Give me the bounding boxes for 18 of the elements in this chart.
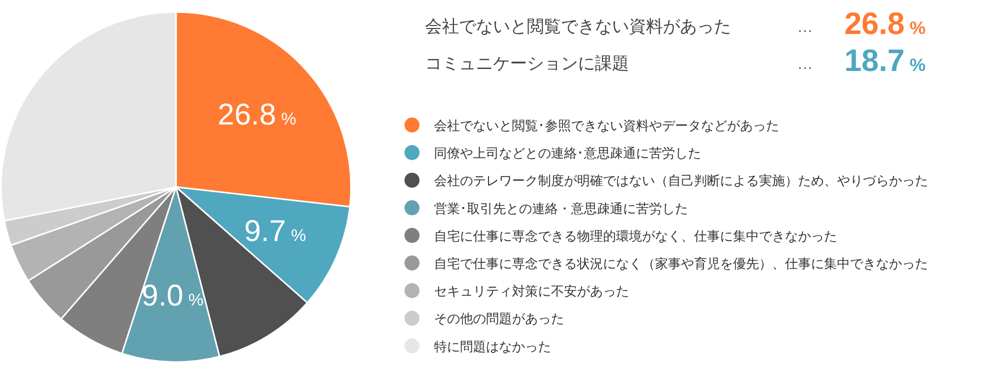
legend-label: 会社のテレワーク制度が明確ではない（自己判断による実施）ため、やりづらかった — [434, 173, 928, 188]
legend-label: その他の問題があった — [434, 311, 564, 326]
text: 26.8 % — [844, 6, 926, 41]
legend-label: 自宅で仕事に専念できる状況になく（家事や育児を優先）、仕事に集中できなかった — [434, 256, 928, 271]
data-label: 9.7 % — [244, 215, 306, 248]
text: 会社でないと閲覧できない資料があった — [425, 17, 731, 36]
legend-label: 会社でないと閲覧･参照できない資料やデータなどがあった — [434, 118, 779, 133]
legend-label: 同僚や上司などとの連絡･意思疎通に苦労した — [434, 146, 701, 161]
text: … — [797, 19, 813, 36]
legend-label: 自宅に仕事に専念できる物理的環境がなく、仕事に集中できなかった — [434, 228, 837, 244]
text: コミュニケーションに課題 — [425, 54, 629, 73]
text: 18.7 % — [844, 43, 926, 78]
legend-label: 営業･取引先との連絡・意思疎通に苦労した — [434, 200, 688, 216]
data-label: 26.8 % — [218, 98, 296, 132]
data-label: 9.0 % — [142, 279, 204, 312]
legend-label: セキュリティ対策に不安があった — [434, 284, 629, 299]
legend-label: 特に問題はなかった — [434, 338, 551, 354]
text: … — [797, 56, 813, 73]
